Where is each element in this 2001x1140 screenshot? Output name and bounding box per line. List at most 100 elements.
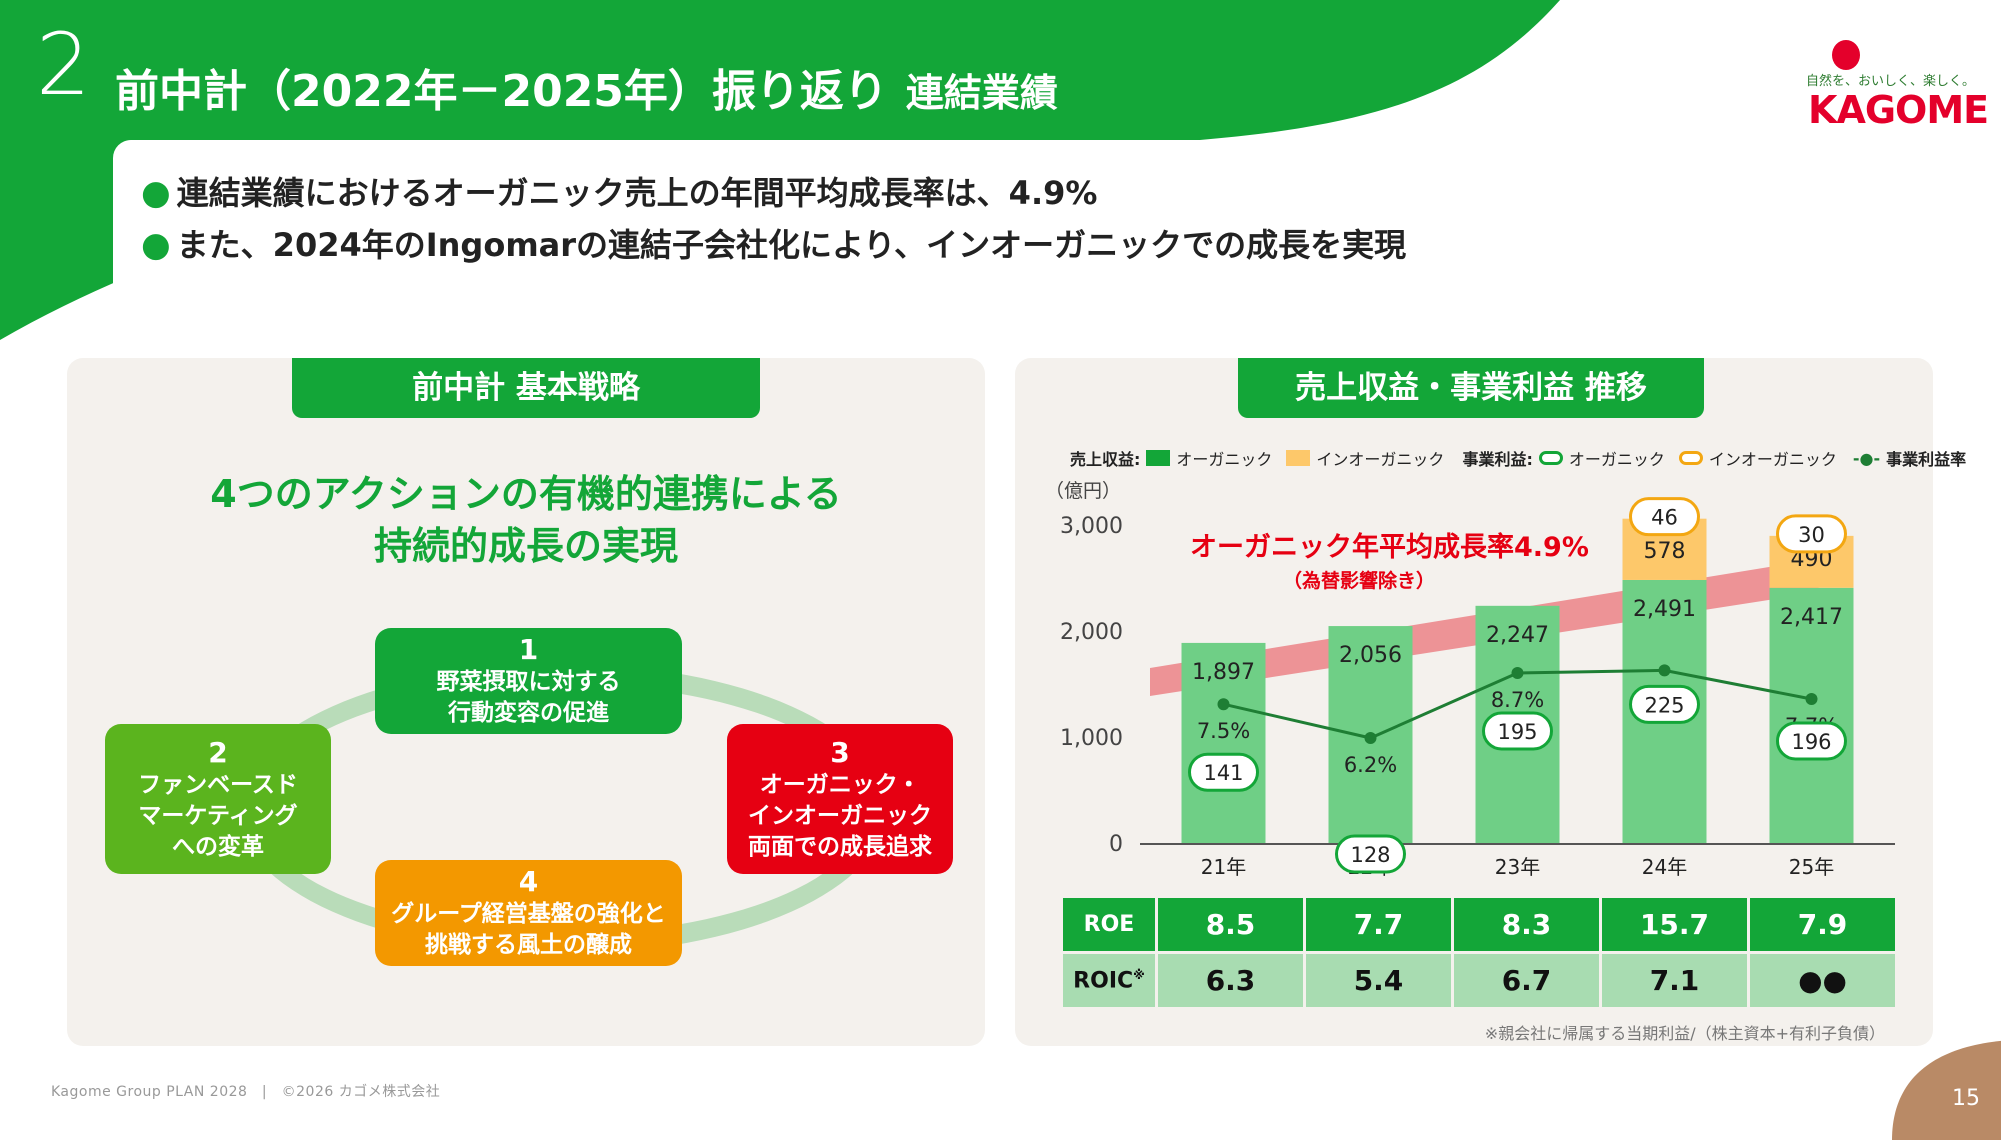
margin-label: 7.5% xyxy=(1197,719,1250,743)
table-row-roic: ROIC※ 6.3 5.4 6.7 7.1 ●● xyxy=(1063,954,1895,1007)
page-title-main: 前中計（2022年－2025年）振り返り xyxy=(115,66,888,117)
legend-margin: 事業利益率 xyxy=(1886,450,1967,469)
roe-label: ROE xyxy=(1063,898,1155,951)
action-card-3: 3 オーガニック・ インオーガニック 両面での成長追求 xyxy=(727,724,953,874)
profit-organic-pill xyxy=(1629,684,1700,724)
bar-organic xyxy=(1181,642,1266,844)
margin-point xyxy=(1364,732,1377,744)
action-text: への変革 xyxy=(172,833,264,860)
action-text: グループ経営基盤の強化と xyxy=(391,901,666,927)
x-tick-label: 21年 xyxy=(1201,855,1246,879)
profit-inorganic-pill xyxy=(1629,497,1700,537)
y-tick-label: 0 xyxy=(1109,832,1123,857)
profit-organic-pill xyxy=(1335,834,1406,874)
summary-bullet: ● また、2024年のIngomarの連結子会社化により、インオーガニックでの成長… xyxy=(141,220,1406,266)
action-number: 1 xyxy=(518,633,539,666)
legend-organic-swatch xyxy=(1146,450,1171,466)
roic-footnote: ※親会社に帰属する当期利益/（株主資本+有利子負債） xyxy=(1484,1024,1885,1043)
y-tick-label: 2,000 xyxy=(1060,620,1123,645)
kagome-logo: 自然を、おいしく、楽しく。 KAGOME xyxy=(1790,40,1989,132)
legend-line-icon: -●- xyxy=(1852,448,1881,468)
y-tick-label: 1,000 xyxy=(1060,726,1123,751)
profit-organic-label: 225 xyxy=(1644,693,1684,717)
margin-point xyxy=(1658,664,1671,677)
profit-inorganic-label: 30 xyxy=(1798,523,1825,547)
page-number: 15 xyxy=(1952,1086,1980,1111)
profit-organic-label: 141 xyxy=(1203,761,1243,785)
legend-profit-organic-swatch xyxy=(1538,451,1563,465)
profit-organic-label: 195 xyxy=(1497,720,1537,744)
roe-value: 8.5 xyxy=(1158,898,1303,951)
summary-bullet-text: 連結業績におけるオーガニック売上の年間平均成長率は、4.9% xyxy=(176,174,1098,212)
bar-organic-label: 1,897 xyxy=(1192,660,1255,685)
x-tick-label: 25年 xyxy=(1789,855,1834,879)
action-text: 挑戦する風土の醸成 xyxy=(425,932,632,958)
table-row-roe: ROE 8.5 7.7 8.3 15.7 7.9 xyxy=(1063,898,1895,951)
roic-value: 5.4 xyxy=(1306,954,1451,1007)
chart-legend: 売上収益: オーガニック インオーガニック 事業利益: オーガニック インオーガ… xyxy=(1070,446,1966,470)
legend-inorganic: インオーガニック xyxy=(1316,450,1445,469)
profit-organic-label: 128 xyxy=(1350,843,1390,867)
growth-annotation: オーガニック年平均成長率4.9% xyxy=(1190,531,1589,563)
legend-organic: オーガニック xyxy=(1176,450,1273,469)
bar-organic-label: 2,056 xyxy=(1339,643,1402,668)
page-corner-shape xyxy=(1892,1041,2001,1140)
margin-point xyxy=(1511,667,1524,679)
header-background xyxy=(0,0,1560,340)
summary-box: ● 連結業績におけるオーガニック売上の年間平均成長率は、4.9% ● また、2024… xyxy=(113,140,2001,320)
footer-text: Kagome Group PLAN 2028 | ©2026 カゴメ株式会社 xyxy=(51,1084,441,1100)
roic-value: 7.1 xyxy=(1602,954,1747,1007)
action-number: 2 xyxy=(208,735,228,769)
action-text: マーケティング xyxy=(138,802,298,829)
roe-value: 8.3 xyxy=(1454,898,1599,951)
action-card-4: 4 グループ経営基盤の強化と 挑戦する風土の醸成 xyxy=(375,860,682,966)
logo-brand: KAGOME xyxy=(1808,88,1989,132)
strategy-headline-line1: 4つのアクションの有機的連携による xyxy=(210,472,842,516)
strategy-headline: 4つのアクションの有機的連携による 持続的成長の実現 xyxy=(67,468,985,572)
x-tick-label: 23年 xyxy=(1495,855,1540,879)
action-number: 4 xyxy=(518,865,539,898)
roic-value: 6.3 xyxy=(1158,954,1303,1007)
bar-organic-label: 2,417 xyxy=(1780,605,1843,630)
margin-point xyxy=(1217,698,1230,711)
roe-value: 15.7 xyxy=(1602,898,1747,951)
legend-inorganic-swatch xyxy=(1286,450,1311,466)
roic-value: ●● xyxy=(1750,954,1895,1007)
legend-profit-inorganic: インオーガニック xyxy=(1708,450,1837,469)
legend-profit-inorganic-swatch xyxy=(1678,451,1703,465)
summary-bullet: ● 連結業績におけるオーガニック売上の年間平均成長率は、4.9% xyxy=(141,168,1097,214)
performance-panel-title: 売上収益・事業利益 推移 xyxy=(1238,358,1704,418)
section-number: 2 xyxy=(36,15,91,115)
logo-tagline: 自然を、おいしく、楽しく。 xyxy=(1806,74,1976,89)
profit-organic-label: 196 xyxy=(1791,730,1831,754)
y-unit-label: （億円） xyxy=(1045,480,1121,502)
action-card-1: 1 野菜摂取に対する 行動変容の促進 xyxy=(375,628,682,734)
strategy-panel: 前中計 基本戦略 4つのアクションの有機的連携による 持続的成長の実現 1 野菜… xyxy=(67,358,985,1046)
tomato-icon xyxy=(1832,40,1860,70)
roic-label-text: ROIC xyxy=(1073,968,1134,994)
bar-organic-label: 2,491 xyxy=(1633,597,1696,622)
profit-inorganic-pill xyxy=(1776,514,1847,554)
growth-annotation-note: （為替影響除き） xyxy=(1283,569,1435,592)
x-tick-label: 24年 xyxy=(1642,855,1687,879)
bar-organic xyxy=(1769,587,1854,844)
strategy-headline-line2: 持続的成長の実現 xyxy=(373,524,678,568)
sales-profit-chart: （億円）01,0002,0003,0001,89721年2,05622年2,24… xyxy=(1045,480,1895,879)
bullet-dot-icon: ● xyxy=(141,225,171,265)
legend-sales-label: 売上収益: xyxy=(1070,450,1141,469)
page-title: 前中計（2022年－2025年）振り返り 連結業績 xyxy=(115,55,1058,119)
legend-profit-label: 事業利益: xyxy=(1462,450,1533,469)
profit-organic-pill xyxy=(1188,752,1259,792)
legend-profit-organic: オーガニック xyxy=(1568,450,1665,469)
action-text: インオーガニック xyxy=(748,802,932,829)
margin-label: 8.7% xyxy=(1491,688,1544,712)
roic-value: 6.7 xyxy=(1454,954,1599,1007)
roic-footnote-mark: ※ xyxy=(1133,967,1145,982)
roic-label: ROIC※ xyxy=(1063,954,1155,1007)
profit-inorganic-label: 46 xyxy=(1651,506,1678,530)
action-number: 3 xyxy=(830,735,850,769)
roe-value: 7.7 xyxy=(1306,898,1451,951)
performance-panel: 売上収益・事業利益 推移 売上収益: オーガニック インオーガニック 事業利益:… xyxy=(1015,358,1966,1046)
action-card-2: 2 ファンベースド マーケティング への変革 xyxy=(105,724,331,874)
action-text: 野菜摂取に対する xyxy=(436,669,621,695)
